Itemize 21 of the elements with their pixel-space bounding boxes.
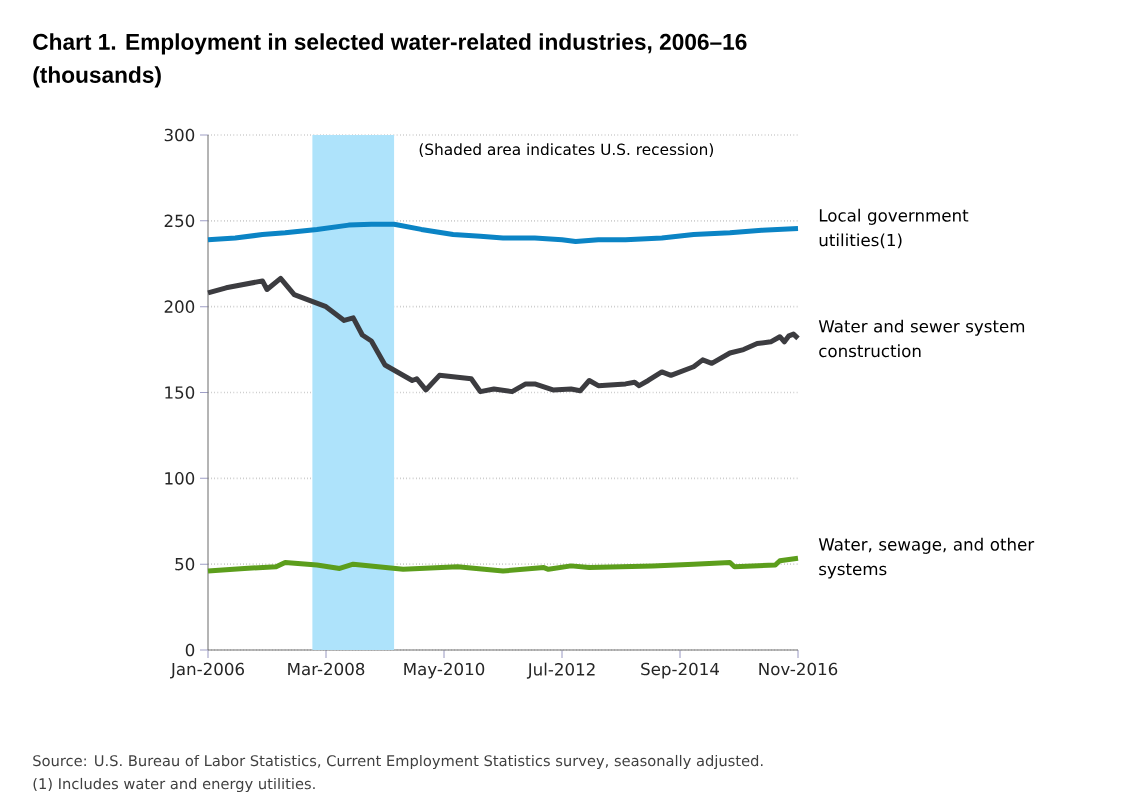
y-tick-label: 0: [185, 643, 195, 657]
y-tick-label: 100: [165, 472, 195, 485]
series-label: Water and sewer system construction: [818, 319, 1025, 358]
x-tick-label: Mar-2008: [288, 662, 365, 676]
series-label: Water, sewage, and other systems: [818, 537, 1035, 579]
series-label: Local government utilities(1): [819, 208, 969, 249]
x-tick-label: Jan-2006: [170, 662, 245, 679]
y-tick-label: 300: [164, 128, 195, 142]
y-tick-label: 150: [165, 386, 195, 399]
source-note: Source: U.S. Bureau of Labor Statistics, Current Employment Statistics survey, seasonally adjusted.: [33, 754, 763, 770]
chart-title: Chart 1. Employment in selected water-related industries, 2006–16: [33, 33, 747, 55]
x-tick-label: Nov-2016: [759, 662, 838, 676]
y-tick-label: 200: [164, 300, 195, 313]
y-tick-label: 50: [175, 557, 195, 571]
chart-subtitle: (thousands): [33, 66, 161, 88]
x-tick-label: Jul-2012: [526, 662, 595, 679]
text: (1) Includes water and energy utilities.: [33, 777, 315, 793]
x-tick-label: Sep-2014: [641, 662, 719, 679]
x-tick-label: May-2010: [404, 662, 485, 679]
band-label: (Shaded area indicates U.S. recession): [419, 143, 714, 157]
y-tick-label: 250: [164, 214, 195, 228]
